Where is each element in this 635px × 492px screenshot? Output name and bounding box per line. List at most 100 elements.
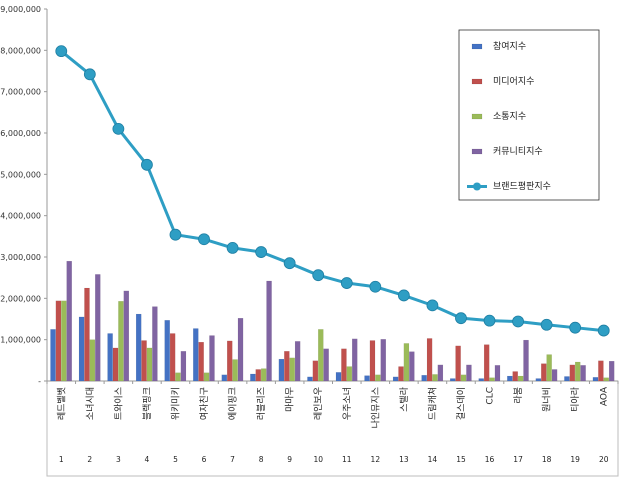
bar-2 [169, 333, 176, 382]
rank-label: 4 [145, 455, 150, 464]
category-label: 위키미키 [170, 387, 181, 420]
bar-3 [517, 375, 524, 382]
rank-label: 15 [456, 455, 466, 464]
rank-label: 17 [513, 455, 523, 464]
bar-2 [398, 366, 404, 382]
legend-label: 브랜드평판지수 [493, 181, 551, 192]
category-label: 트와이스 [112, 387, 124, 420]
category-label: 러블리즈 [256, 387, 267, 420]
legend-label: 커뮤니티지수 [493, 146, 543, 157]
category-label: 에이핑크 [228, 387, 239, 420]
bar-2 [198, 341, 204, 382]
y-tick-label: - [38, 377, 41, 386]
bar-4 [266, 280, 272, 382]
bar-1 [450, 378, 456, 382]
line-point [226, 242, 239, 254]
bar-2 [255, 369, 261, 382]
line-point [169, 228, 182, 241]
bar-2 [284, 351, 290, 382]
bar-series [50, 260, 615, 382]
line-point [540, 318, 553, 331]
bar-1 [164, 320, 170, 382]
bar-1 [392, 376, 399, 382]
legend-label: 소통지수 [493, 111, 526, 122]
y-tick-label: 9,000,000 [0, 5, 41, 14]
rank-label: 13 [399, 455, 409, 464]
bar-1 [250, 373, 256, 382]
bar-1 [564, 376, 570, 382]
rank-label: 18 [542, 455, 552, 464]
bar-3 [61, 300, 67, 382]
bar-4 [323, 348, 329, 382]
rank-label: 3 [116, 455, 121, 464]
line-point [283, 257, 296, 270]
category-label: CLC [486, 387, 496, 405]
category-label: 티아라 [570, 386, 581, 412]
bar-4 [95, 274, 101, 382]
bar-4 [152, 306, 158, 382]
bar-1 [478, 378, 484, 382]
legend-marker [473, 182, 481, 191]
bar-4 [294, 341, 301, 382]
bar-4 [352, 338, 358, 382]
bar-4 [237, 318, 244, 382]
bar-1 [107, 333, 113, 382]
bar-3 [89, 339, 96, 382]
bar-3 [146, 347, 153, 382]
bar-3 [489, 377, 495, 382]
bar-3 [546, 354, 552, 382]
bar-3 [575, 361, 581, 382]
category-label: 여자친구 [198, 387, 210, 420]
bar-3 [603, 377, 609, 382]
line-point [198, 233, 210, 246]
bar-2 [141, 340, 147, 382]
category-label: 레드벨벳 [56, 387, 67, 420]
category-label: 레인보우 [313, 387, 324, 420]
bar-3 [175, 372, 181, 382]
rank-label: 11 [342, 455, 352, 464]
rank-label: 6 [202, 455, 207, 464]
rank-label: 12 [371, 455, 381, 464]
line-point [512, 315, 524, 328]
bar-1 [135, 313, 142, 382]
bar-4 [209, 335, 215, 382]
category-label: 나인뮤지스 [370, 387, 381, 428]
y-tick-label: 3,000,000 [0, 253, 41, 262]
bar-2 [569, 364, 576, 382]
category-label: 라붐 [513, 387, 524, 404]
y-tick-label: 8,000,000 [0, 46, 41, 55]
rank-label: 7 [230, 455, 235, 464]
bar-4 [551, 369, 558, 382]
line-point [455, 312, 467, 325]
line-point [483, 314, 496, 327]
category-label: 마마무 [285, 387, 296, 412]
rank-label: 19 [570, 455, 580, 464]
bar-4 [409, 351, 415, 382]
bar-1 [193, 328, 199, 382]
rank-label: 2 [87, 455, 92, 464]
bar-1 [50, 329, 56, 382]
legend-swatch [471, 148, 483, 155]
bar-4 [380, 339, 386, 382]
bar-2 [112, 347, 119, 382]
rank-label: 16 [485, 455, 495, 464]
bar-4 [523, 339, 529, 382]
y-tick-label: 4,000,000 [0, 212, 41, 221]
rank-label: 1 [59, 455, 64, 464]
axis-labels: - 1,000,000 2,000,000 3,000,000 4,000,000 5,0… [0, 5, 609, 464]
bar-3 [375, 374, 381, 382]
bar-1 [78, 316, 85, 382]
line-point [112, 122, 125, 135]
bar-4 [123, 290, 130, 382]
line-point [83, 68, 96, 81]
y-tick-label: 2,000,000 [0, 294, 41, 303]
bar-3 [460, 374, 467, 382]
bar-1 [421, 375, 427, 382]
bar-3 [346, 366, 353, 382]
bar-3 [318, 329, 324, 382]
bar-2 [512, 371, 518, 382]
y-tick-label: 1,000,000 [0, 336, 41, 345]
bar-3 [260, 368, 267, 382]
category-label: 원너비 [542, 387, 553, 412]
